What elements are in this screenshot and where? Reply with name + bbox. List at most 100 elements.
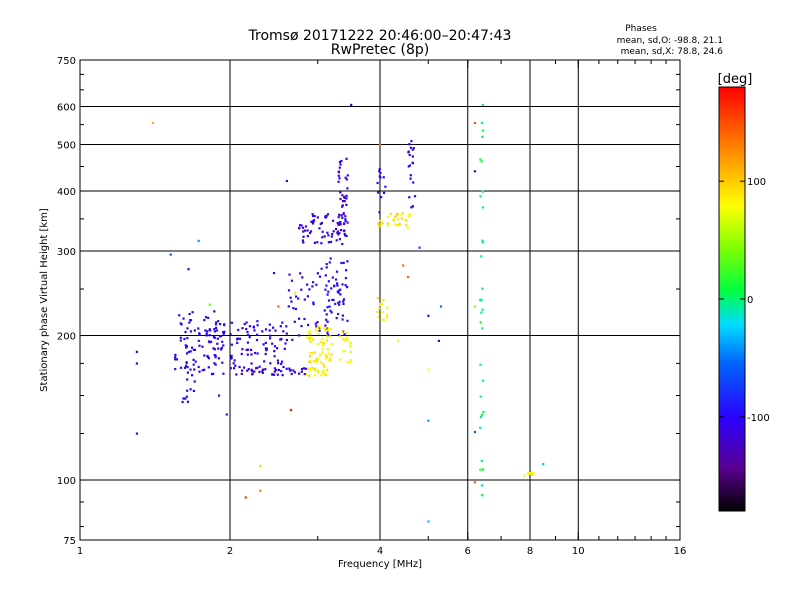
data-point — [335, 317, 338, 320]
data-point — [341, 318, 344, 321]
data-point — [208, 303, 211, 306]
data-point — [312, 303, 315, 306]
data-point — [381, 222, 384, 225]
data-point — [213, 330, 216, 333]
data-point — [479, 416, 483, 419]
data-point — [378, 307, 381, 310]
data-point — [316, 326, 319, 329]
data-point — [342, 222, 346, 226]
data-point — [313, 369, 316, 372]
colorbar-label: [deg] — [718, 72, 753, 87]
data-point — [264, 328, 268, 331]
data-point — [282, 365, 285, 369]
data-point — [325, 318, 328, 321]
data-point — [269, 337, 272, 340]
data-point — [189, 388, 192, 391]
y-tick-label: 600 — [57, 103, 76, 114]
data-point — [273, 355, 276, 358]
x-tick-label: 10 — [572, 546, 585, 557]
data-point — [378, 175, 381, 178]
data-point — [338, 177, 341, 180]
data-point — [331, 276, 334, 279]
data-point — [337, 233, 340, 236]
data-point — [427, 419, 430, 422]
data-point — [327, 234, 330, 237]
data-point — [316, 369, 319, 372]
data-point — [316, 216, 319, 219]
data-point — [409, 174, 412, 177]
data-point — [185, 364, 188, 367]
data-point — [324, 353, 327, 356]
data-point — [250, 353, 253, 356]
data-point — [307, 336, 310, 339]
data-point — [197, 365, 200, 369]
data-point — [337, 223, 340, 226]
data-point — [413, 195, 417, 198]
data-point — [241, 369, 244, 372]
data-point — [384, 185, 387, 188]
data-point — [309, 340, 312, 344]
data-point — [197, 239, 200, 242]
data-point — [427, 520, 430, 523]
data-point — [479, 321, 482, 324]
data-point — [479, 363, 482, 366]
data-point — [210, 340, 213, 343]
data-point — [342, 298, 346, 301]
data-point — [217, 320, 220, 323]
data-point — [213, 336, 216, 339]
data-point — [382, 299, 385, 302]
data-point — [289, 408, 293, 412]
data-point — [273, 367, 276, 370]
data-point — [279, 338, 282, 341]
data-point — [329, 335, 332, 338]
data-point — [273, 350, 276, 353]
data-point — [262, 343, 265, 346]
data-point — [386, 215, 390, 218]
data-point — [479, 395, 482, 398]
data-point — [298, 317, 301, 320]
data-point — [324, 288, 327, 291]
data-point — [329, 357, 332, 360]
data-point — [482, 468, 485, 471]
data-point — [320, 267, 323, 270]
data-point — [346, 339, 349, 342]
data-point — [295, 295, 298, 298]
data-point — [397, 218, 400, 221]
data-point — [187, 350, 190, 353]
data-point — [336, 290, 339, 293]
data-point — [297, 297, 300, 300]
data-point — [376, 296, 379, 300]
data-point — [263, 360, 266, 363]
data-point — [299, 272, 302, 275]
data-point — [238, 365, 241, 369]
data-point — [337, 216, 340, 219]
data-point — [338, 300, 341, 303]
data-point — [306, 229, 309, 232]
data-point — [332, 298, 335, 302]
data-point — [259, 489, 262, 492]
data-point — [323, 235, 326, 238]
chart-subtitle: RwPretec (8p) — [331, 42, 429, 58]
data-point — [412, 181, 415, 184]
data-point — [214, 356, 217, 359]
data-point — [213, 328, 216, 331]
data-point — [213, 348, 216, 351]
data-point — [378, 170, 381, 173]
data-point — [480, 299, 483, 302]
data-point — [301, 226, 305, 229]
data-point — [411, 205, 414, 208]
data-point — [307, 367, 310, 370]
data-point — [399, 214, 402, 217]
data-point — [306, 295, 309, 298]
data-point — [220, 348, 223, 351]
data-point — [308, 374, 311, 377]
data-point — [197, 339, 200, 342]
data-point — [305, 373, 308, 376]
data-point — [407, 165, 410, 168]
data-point — [313, 215, 316, 218]
data-point — [350, 103, 353, 106]
data-point — [179, 339, 182, 342]
data-point — [289, 369, 292, 372]
data-point — [342, 261, 345, 264]
